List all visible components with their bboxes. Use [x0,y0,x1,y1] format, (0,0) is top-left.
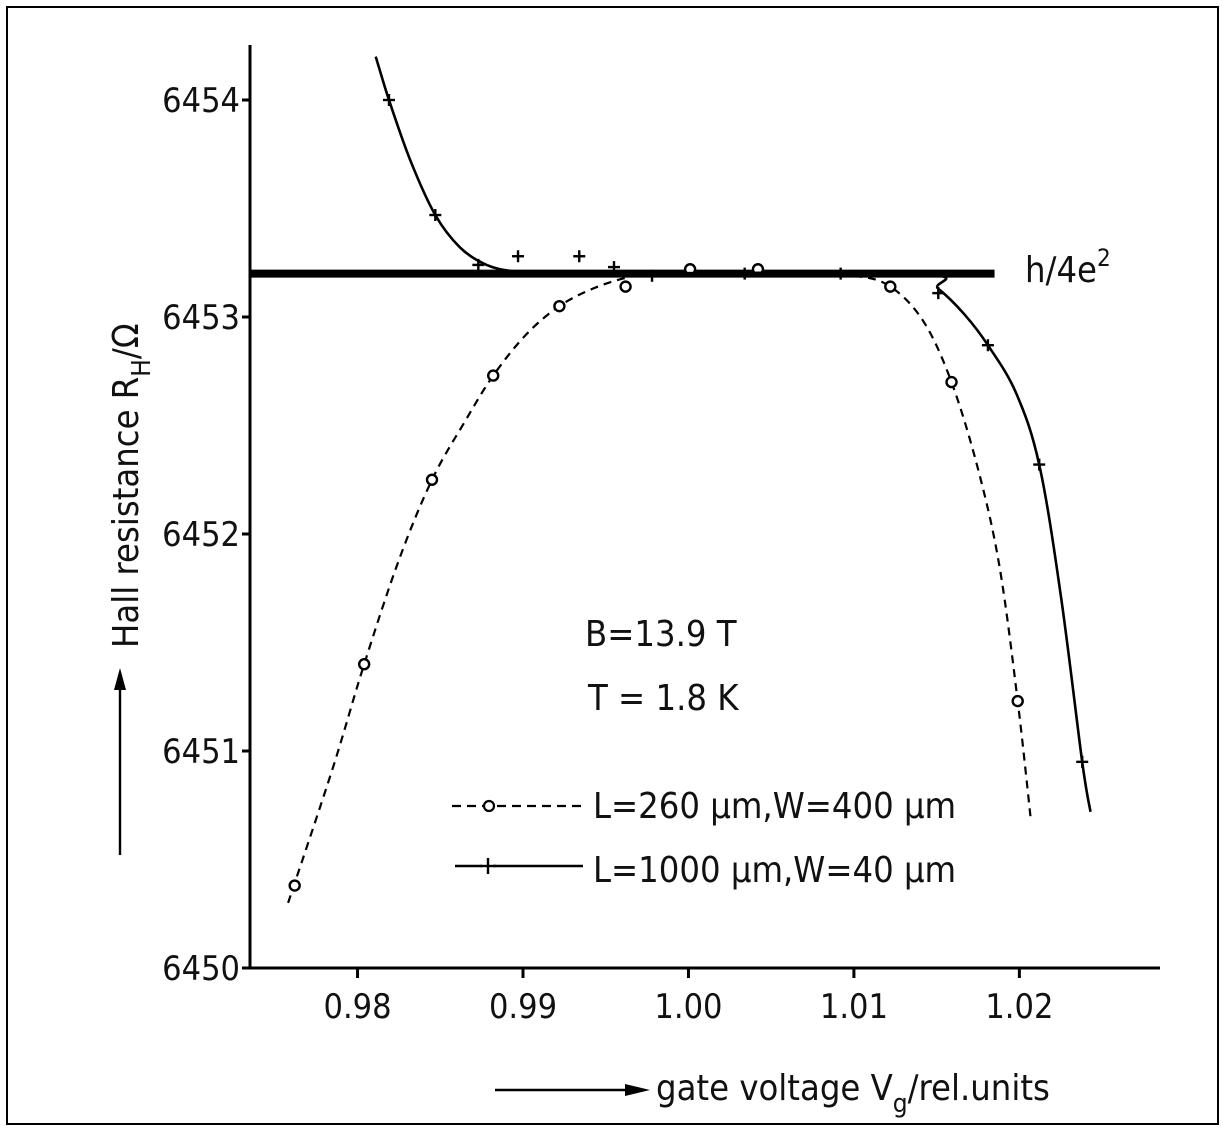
svg-text:gate voltage Vg/rel.units: gate voltage Vg/rel.units [656,1068,1050,1119]
data-point-plus [1076,755,1089,768]
data-point-plus [512,250,525,263]
x-tick-label: 1.02 [985,987,1053,1027]
data-point-plus [472,258,485,271]
x-tick-label: 0.98 [323,987,391,1027]
x-tick-label: 0.99 [489,987,557,1027]
data-point-plus [932,287,945,300]
series-1-curve [287,272,1032,904]
data-point-plus [738,267,751,280]
data-point-circle [357,658,371,671]
data-point-plus [429,209,442,222]
data-point-plus [1033,458,1046,471]
annotation-field: B=13.9 T [585,614,737,655]
x-axis-title: gate voltage Vg/rel.units [495,1068,1050,1119]
svg-text:Hall resistance RH/Ω: Hall resistance RH/Ω [106,323,157,648]
data-point-plus [646,269,659,282]
legend-label-series-1: L=260 μm,W=400 μm [593,786,956,827]
data-point-plus [834,267,847,280]
data-point-plus [573,250,586,263]
x-tick-label: 1.00 [654,987,722,1027]
y-axis-title-text: Hall resistance R [106,377,147,648]
data-point-circle [553,299,566,313]
series-layer [287,56,1092,904]
data-point-circle [619,280,632,293]
annotation-temperature: T = 1.8 K [587,678,739,719]
y-tick-label: 6452 [162,515,240,555]
y-tick-label: 6450 [162,949,240,989]
y-axis-title-sub: H [127,359,157,377]
data-point-circle [1011,694,1024,708]
y-axis-title-unit: /Ω [106,323,147,359]
data-point-circle [884,280,897,293]
data-point-plus [382,94,395,106]
legend-marker-series-2 [480,858,496,874]
legend-label-series-2: L=1000 μm,W=40 μm [593,850,956,891]
legend: L=260 μm,W=400 μm L=1000 μm,W=40 μm [452,786,956,891]
data-point-plus [981,339,994,352]
data-point-circle [425,473,439,486]
series-2 [374,56,1092,813]
y-tick-label: 6454 [162,81,240,121]
y-tick-label: 6453 [162,298,240,338]
x-tick-label: 1.01 [820,987,888,1027]
y-ticks: 6450 6451 6452 6453 6454 [162,81,250,989]
data-point-circle [945,375,958,389]
figure-frame [6,6,1219,1125]
data-point-circle [288,879,301,892]
y-tick-label: 6451 [162,732,240,772]
x-axis-title-sub: g [893,1089,908,1119]
data-point-circle [487,369,500,382]
series-1 [287,263,1032,904]
y-axis-title: Hall resistance RH/Ω [106,323,157,855]
x-ticks: 0.98 0.99 1.00 1.01 1.02 [323,968,1053,1027]
legend-marker-series-1 [482,799,496,813]
x-axis-title-text: gate voltage V [656,1068,893,1109]
x-axis-title-unit: /rel.units [908,1068,1050,1109]
reference-line-label: h/4e2 [1025,244,1111,291]
data-point-plus [608,261,620,274]
